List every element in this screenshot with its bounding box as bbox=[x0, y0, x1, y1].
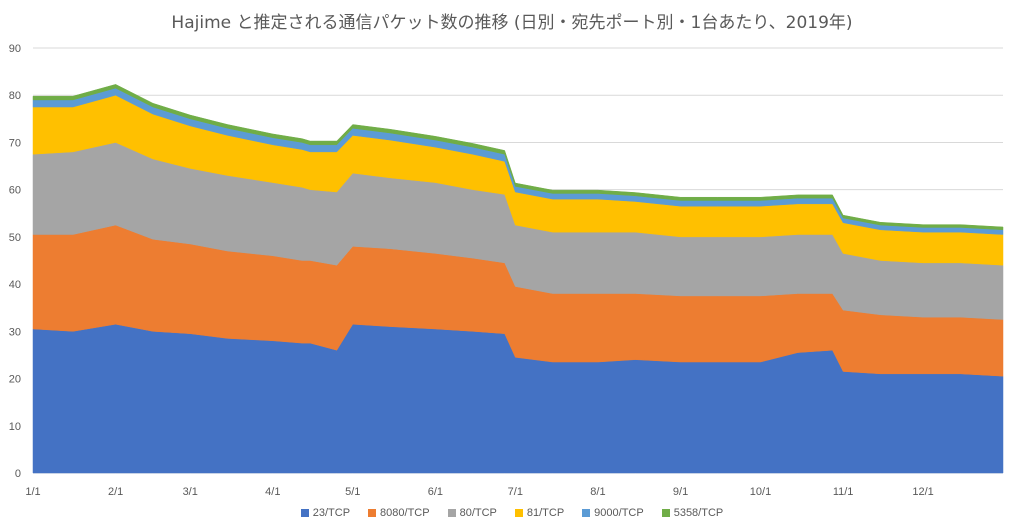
x-tick-label: 11/1 bbox=[833, 486, 854, 498]
legend-swatch bbox=[300, 509, 309, 517]
x-tick-label: 7/1 bbox=[508, 486, 523, 498]
legend-item: 5358/TCP bbox=[661, 507, 724, 519]
y-tick-label: 90 bbox=[9, 43, 21, 55]
y-tick-label: 20 bbox=[9, 374, 21, 386]
x-tick-label: 12/1 bbox=[912, 486, 933, 498]
y-axis: 0 10 20 30 40 50 60 70 80 90 bbox=[9, 43, 21, 480]
legend-item: 23/TCP bbox=[300, 507, 351, 519]
x-tick-label: 9/1 bbox=[673, 486, 688, 498]
x-tick-label: 2/1 bbox=[108, 486, 123, 498]
legend-item: 8080/TCP bbox=[368, 507, 430, 519]
legend-item: 9000/TCP bbox=[582, 507, 644, 519]
legend-label: 23/TCP bbox=[312, 507, 351, 519]
series-areas bbox=[32, 84, 1004, 474]
legend-label: 8080/TCP bbox=[380, 507, 430, 519]
legend-label: 9000/TCP bbox=[594, 507, 644, 519]
legend-swatch bbox=[368, 509, 377, 517]
y-tick-label: 50 bbox=[9, 232, 21, 244]
chart-title: Hajime と推定される通信パケット数の推移 (日別・宛先ポート別・1台あたり… bbox=[171, 13, 853, 33]
y-tick-label: 0 bbox=[15, 468, 21, 480]
legend-label: 5358/TCP bbox=[673, 507, 724, 519]
area-series-5 bbox=[32, 84, 1004, 231]
legend-item: 80/TCP bbox=[447, 507, 497, 519]
legend-label: 81/TCP bbox=[526, 507, 565, 519]
y-tick-label: 60 bbox=[9, 185, 21, 197]
legend-swatch bbox=[582, 509, 591, 517]
x-tick-label: 10/1 bbox=[750, 486, 771, 498]
x-tick-label: 1/1 bbox=[25, 486, 40, 498]
x-tick-label: 4/1 bbox=[265, 486, 280, 498]
y-tick-label: 40 bbox=[9, 279, 21, 291]
y-tick-label: 10 bbox=[9, 421, 21, 433]
legend-item: 81/TCP bbox=[514, 507, 565, 519]
legend-swatch bbox=[661, 509, 670, 517]
y-tick-label: 70 bbox=[9, 137, 21, 149]
y-tick-label: 80 bbox=[9, 90, 21, 102]
legend: 23/TCP 8080/TCP 80/TCP 81/TCP 9000/TCP 5358/T… bbox=[0, 507, 1024, 519]
legend-swatch bbox=[447, 509, 456, 517]
stacked-area-chart: 0 10 20 30 40 50 60 70 80 90 1/1 2/1 3/1 4/1 5/1 6/1 7/… bbox=[9, 43, 1004, 498]
x-tick-label: 5/1 bbox=[345, 486, 360, 498]
x-tick-label: 8/1 bbox=[590, 486, 605, 498]
x-tick-label: 3/1 bbox=[183, 486, 198, 498]
x-axis: 1/1 2/1 3/1 4/1 5/1 6/1 7/1 8/1 9/1 10/1 11/1 12/1 bbox=[25, 486, 933, 498]
x-tick-label: 6/1 bbox=[428, 486, 443, 498]
legend-swatch bbox=[514, 509, 523, 517]
y-tick-label: 30 bbox=[9, 326, 21, 338]
legend-label: 80/TCP bbox=[459, 507, 497, 519]
